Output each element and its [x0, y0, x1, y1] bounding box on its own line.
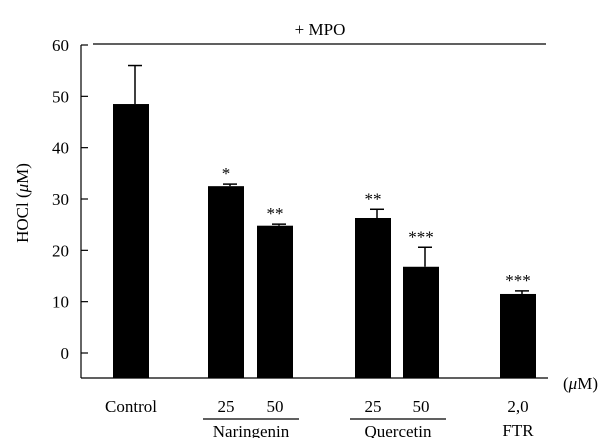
y-axis-label-mu: μ	[13, 184, 32, 194]
x-axis-unit-part-3: M)	[577, 374, 598, 393]
bar	[403, 266, 439, 378]
significance-marker: **	[267, 204, 284, 223]
x-tick-label-quercetin-25: 25	[365, 397, 382, 416]
group-label-quercetin: Quercetin	[364, 422, 432, 438]
significance-marker: *	[222, 164, 231, 183]
bar	[257, 225, 293, 378]
y-tick-label: 40	[52, 139, 69, 158]
bar	[208, 186, 244, 378]
x-tick-label-naringenin-50: 50	[267, 397, 284, 416]
x-axis-unit-part-1: (	[563, 374, 569, 393]
x-axis-unit: (μM)	[563, 374, 598, 393]
y-tick-label: 60	[52, 36, 69, 55]
x-axis-labels: Control 25 50 25 50 2,0 Naringenin Querc…	[105, 374, 598, 438]
y-tick-label: 20	[52, 241, 69, 260]
group-label-ftr: FTR	[502, 421, 534, 438]
group-label-naringenin: Naringenin	[213, 422, 290, 438]
y-axis-label-part-1: HOCl (	[13, 192, 32, 243]
x-tick-label-quercetin-50: 50	[413, 397, 430, 416]
x-tick-label-ftr-dose: 2,0	[507, 397, 528, 416]
significance-marker: **	[365, 189, 382, 208]
significance-marker: ***	[505, 271, 531, 290]
bar	[113, 104, 149, 379]
bar-group: ***********	[113, 64, 536, 379]
x-tick-label-naringenin-25: 25	[218, 397, 235, 416]
y-tick-group: 0 10 20 30 40 50 60	[52, 36, 88, 363]
x-axis-unit-mu: μ	[568, 374, 578, 393]
x-tick-label-control: Control	[105, 397, 157, 416]
significance-marker: ***	[408, 227, 434, 246]
y-axis-label-part-3: M)	[13, 163, 32, 184]
y-axis: 0 10 20 30 40 50 60	[52, 36, 88, 378]
y-tick-label: 10	[52, 293, 69, 312]
y-axis-label: HOCl (μM)	[13, 163, 32, 243]
y-tick-label: 0	[61, 344, 70, 363]
bar	[500, 293, 536, 378]
header-annotation: + MPO	[295, 20, 346, 39]
y-tick-label: 50	[52, 87, 69, 106]
bar	[355, 217, 391, 378]
y-tick-label: 30	[52, 190, 69, 209]
